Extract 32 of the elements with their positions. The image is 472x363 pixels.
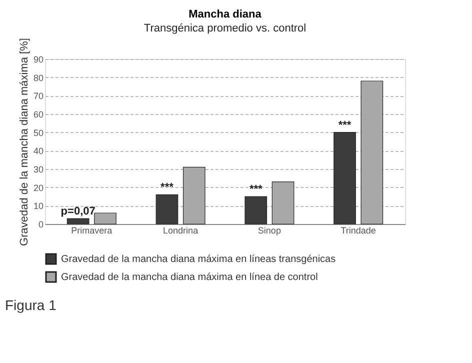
chart-subtitle: Transgénica promedio vs. control [144,22,306,35]
x-tick-label: Primavera [71,226,112,236]
text: Figura 1 [5,297,57,313]
y-tick-label: 60 [33,110,44,120]
x-tick-label: Londrina [163,226,198,236]
bar [156,194,178,224]
bar [244,196,268,224]
bar [272,182,294,224]
legend-label: Gravedad de la mancha diana máxima en líneas transgénicas [61,254,336,265]
y-axis-title: Gravedad de la mancha diana máxima [%] [18,38,30,246]
bar [94,212,116,224]
x-tick-label: Trindade [340,226,376,236]
y-tick-label: 80 [33,72,44,83]
y-tick-label: 30 [33,164,44,174]
annotation: p=0,07 [60,206,96,218]
annotation: *** [160,182,174,194]
bar [66,218,90,224]
bar [360,80,384,224]
y-tick-label: 10 [33,201,44,212]
bar [334,132,356,224]
y-tick-label: 50 [33,128,44,138]
annotation: *** [338,119,352,132]
bar [182,166,206,224]
x-tick-label: Sinop [258,226,281,236]
y-tick-label: 90 [33,54,44,64]
y-tick-label: 40 [33,146,44,156]
y-tick-label: 70 [33,91,44,102]
y-tick-label: 0 [38,220,44,230]
y-tick-label: 20 [33,182,44,193]
legend-label: Gravedad de la mancha diana máxima en línea de control [61,272,318,283]
chart-title: Mancha diana [188,8,262,21]
annotation: *** [249,184,264,196]
